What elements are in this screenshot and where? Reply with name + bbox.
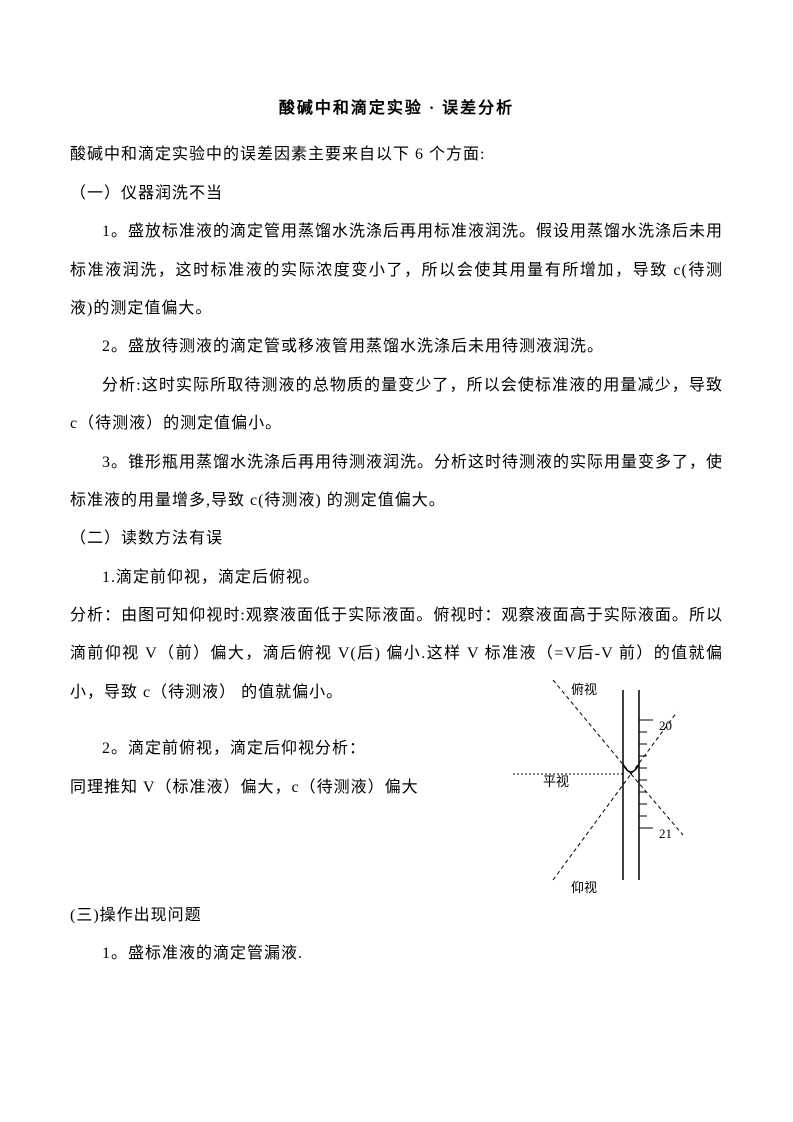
section-2-p3: 2。滴定前俯视，滴定后仰视分析： bbox=[70, 730, 430, 768]
section-2-p4: 同理推知 V（标准液）偏大，c（待测液）偏大 bbox=[70, 769, 450, 807]
fig-tick-bot: 21 bbox=[659, 818, 672, 849]
intro-text: 酸碱中和滴定实验中的误差因素主要来自以下 6 个方面: bbox=[70, 136, 723, 174]
section-2-head: （二）读数方法有误 bbox=[70, 520, 723, 558]
section-3-head: (三)操作出现问题 bbox=[70, 897, 723, 935]
fig-label-mid: 平视 bbox=[543, 766, 569, 797]
fig-label-top: 俯视 bbox=[571, 674, 597, 705]
section-3-p1: 1。盛标准液的滴定管漏液. bbox=[70, 935, 723, 973]
section-1-p3: 分析:这时实际所取待测液的总物质的量变少了，所以会使标准液的用量减少，导致 c（… bbox=[70, 367, 723, 444]
page-title: 酸碱中和滴定实验 · 误差分析 bbox=[70, 90, 723, 128]
section-1-p2: 2。盛放待测液的滴定管或移液管用蒸馏水洗涤后未用待测液润洗。 bbox=[70, 328, 723, 366]
section-1-head: （一）仪器润洗不当 bbox=[70, 175, 723, 213]
burette-diagram: 俯视 平视 仰视 20 21 bbox=[453, 680, 713, 900]
section-1-p4: 3。锥形瓶用蒸馏水洗涤后再用待测液润洗。分析这时待测液的实际用量变多了，使标准液… bbox=[70, 444, 723, 521]
fig-tick-top: 20 bbox=[659, 710, 672, 741]
section-2-p1: 1.滴定前仰视，滴定后俯视。 bbox=[70, 559, 723, 597]
burette-svg bbox=[453, 680, 713, 900]
fig-label-bot: 仰视 bbox=[571, 872, 597, 903]
section-1-p1: 1。盛放标准液的滴定管用蒸馏水洗涤后再用标准液润洗。假设用蒸馏水洗涤后未用标准液… bbox=[70, 213, 723, 328]
